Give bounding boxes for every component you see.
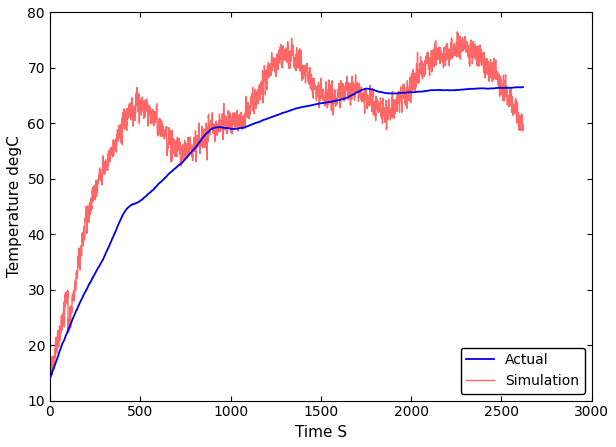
Simulation [132,98,140,104]
Line: Simulation: Simulation [50,32,523,376]
Y-axis label: Temperature degC: Temperature degC [7,136,22,278]
Simulation [46,373,54,379]
Simulation [354,87,361,93]
Actual [399,90,407,95]
Simulation [330,101,338,107]
Simulation [227,113,235,118]
Simulation [435,48,442,54]
Actual [519,84,527,90]
Actual [132,201,140,206]
Simulation [453,29,461,34]
Actual [435,87,442,93]
Actual [227,126,235,131]
Actual [354,89,361,95]
Simulation [399,85,407,91]
Simulation [519,122,527,127]
Actual [330,99,338,104]
Actual [519,84,527,90]
Legend: Actual, Simulation: Actual, Simulation [461,348,585,394]
Line: Actual: Actual [50,87,523,379]
X-axis label: Time S: Time S [294,425,347,440]
Actual [46,376,54,381]
